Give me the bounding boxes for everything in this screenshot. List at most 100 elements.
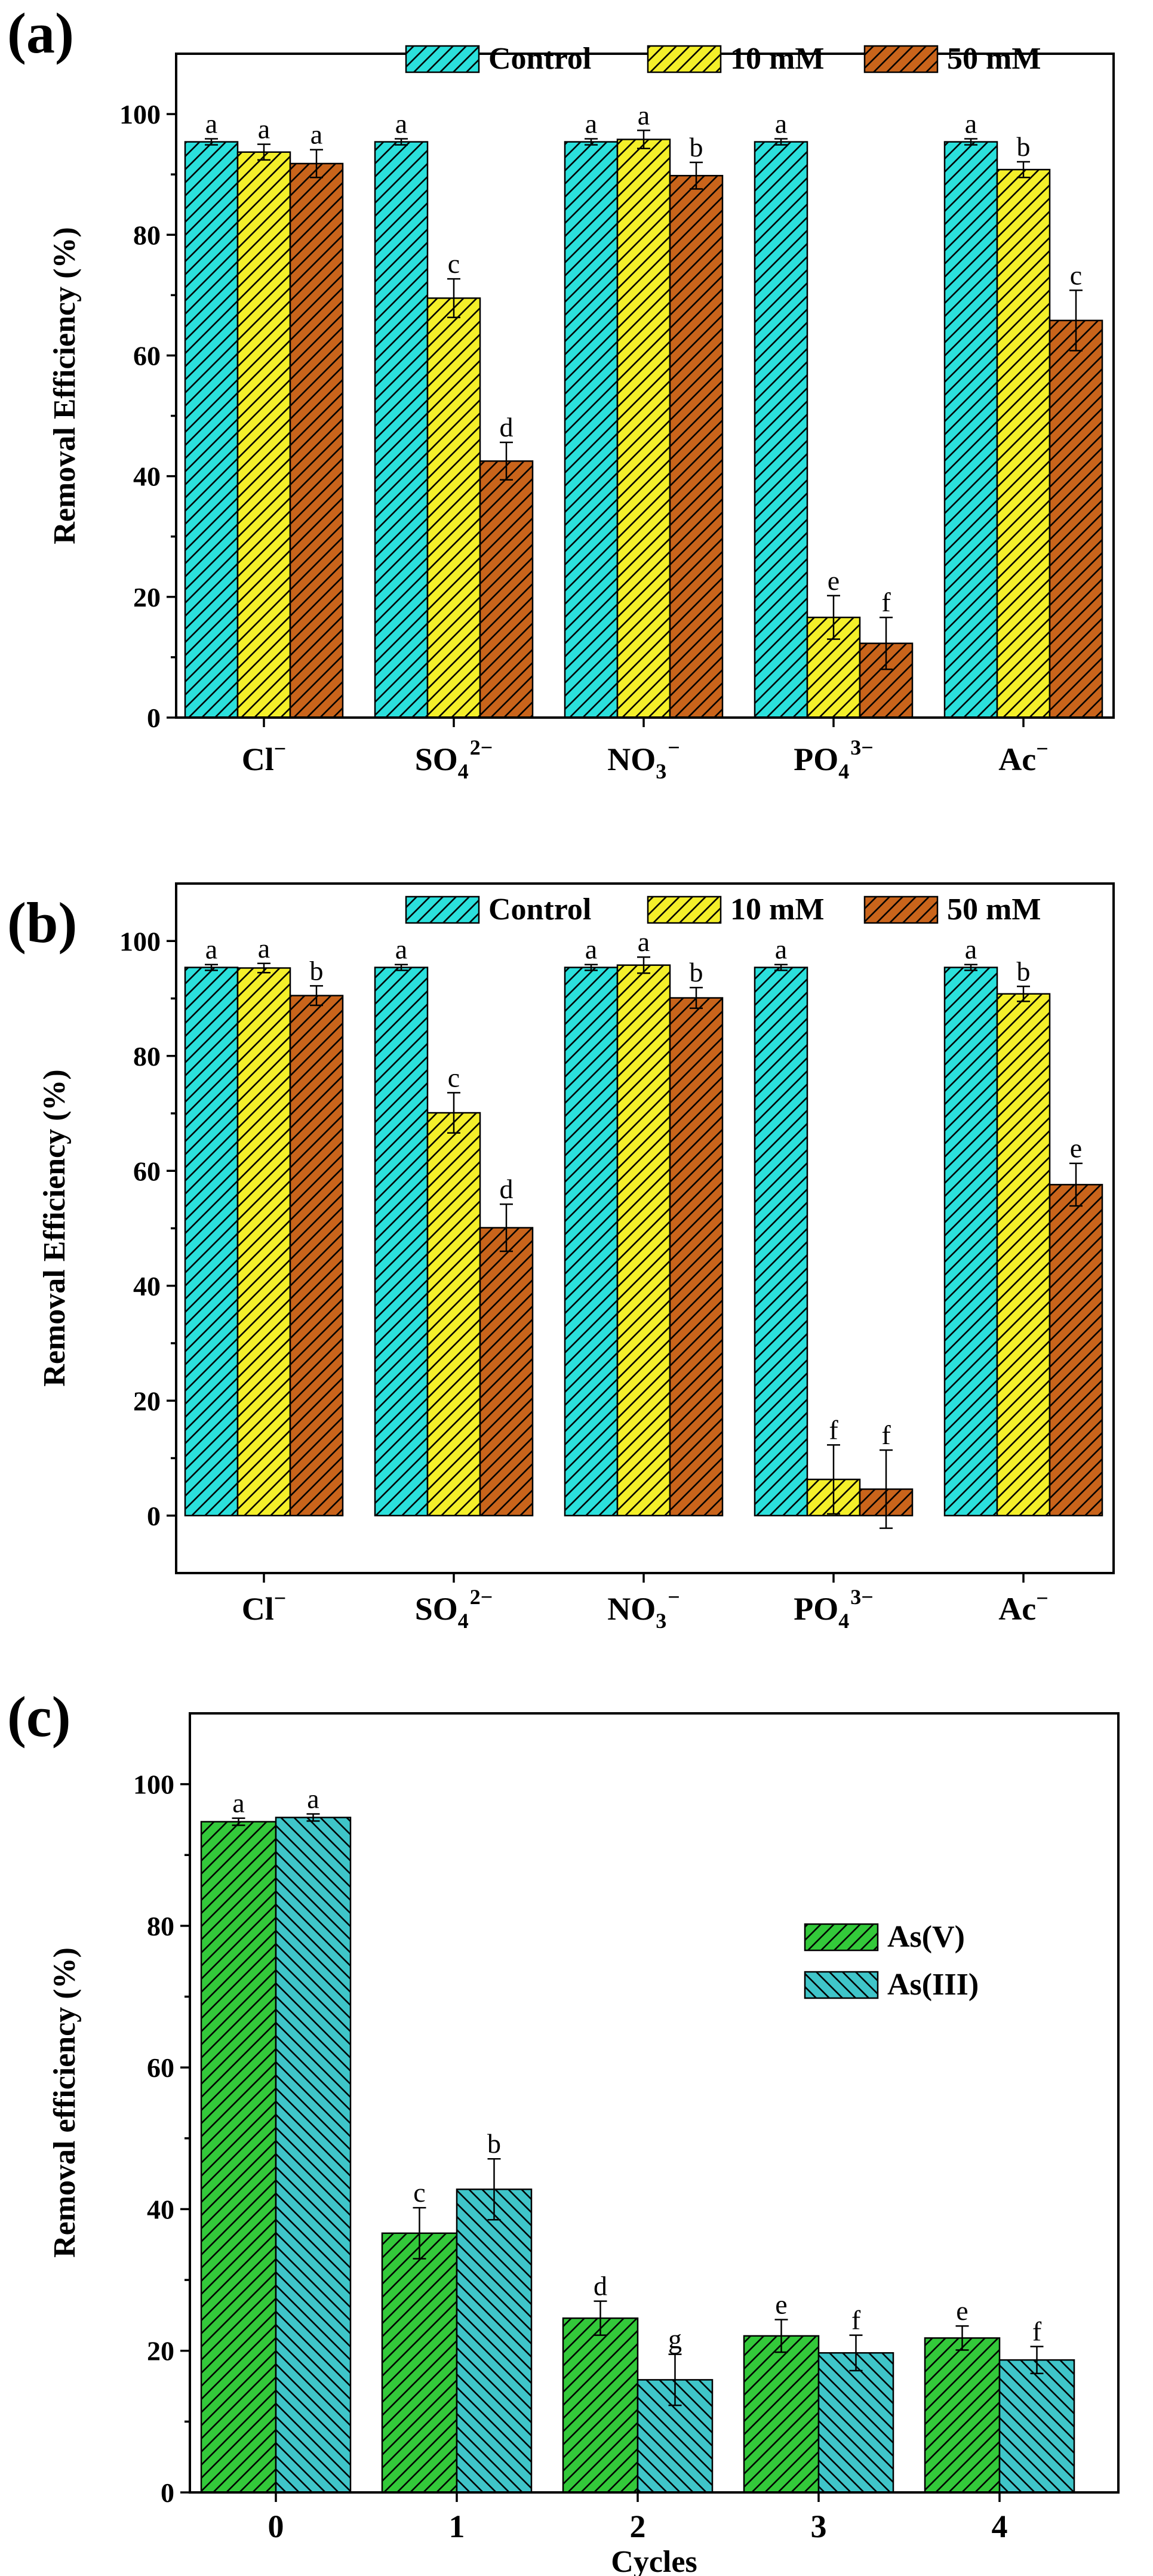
- significance-letter: c: [448, 1062, 460, 1092]
- bar: [426, 1112, 481, 1516]
- significance-letter: a: [585, 109, 597, 139]
- significance-letter: e: [1070, 1133, 1082, 1164]
- bar: [754, 141, 808, 719]
- bar: [479, 1227, 534, 1517]
- significance-letter: e: [775, 2289, 787, 2320]
- bar: [564, 141, 619, 719]
- y-tick-label: 60: [133, 340, 161, 371]
- legend-label: Control: [488, 42, 591, 76]
- bar: [200, 1821, 277, 2494]
- panel-label: (b): [7, 891, 77, 955]
- significance-letter: a: [310, 119, 322, 150]
- significance-letter: b: [487, 2128, 501, 2159]
- significance-letter: a: [775, 934, 787, 965]
- legend-swatch: [804, 1971, 879, 1999]
- legend-swatch: [405, 895, 480, 924]
- y-tick-label: 60: [147, 2052, 174, 2083]
- legend-label: As(V): [887, 1920, 965, 1954]
- category-label: Cl−: [242, 1586, 287, 1627]
- category-label: NO3−: [607, 1585, 680, 1633]
- significance-letter: d: [500, 412, 514, 442]
- bar: [374, 967, 429, 1516]
- y-tick-label: 0: [147, 1501, 161, 1531]
- significance-letter: e: [828, 565, 840, 596]
- bar: [669, 174, 724, 719]
- bar: [1049, 1184, 1103, 1516]
- bar: [924, 2337, 1001, 2494]
- bar: [743, 2335, 820, 2494]
- y-tick-label: 80: [133, 1041, 161, 1072]
- significance-letter: a: [638, 927, 650, 957]
- bar: [996, 168, 1051, 719]
- significance-letter: f: [1032, 2316, 1042, 2347]
- category-label: Ac−: [998, 737, 1048, 777]
- bar: [456, 2188, 533, 2494]
- bar: [236, 967, 291, 1517]
- legend-swatch: [863, 45, 939, 73]
- legend-label: Control: [488, 892, 591, 927]
- y-tick-label: 20: [133, 582, 161, 613]
- y-axis-label: Removal Efficiency (%): [38, 1069, 72, 1386]
- significance-letter: a: [585, 934, 597, 965]
- significance-letter: e: [956, 2295, 968, 2326]
- bar: [817, 2352, 894, 2494]
- bar: [426, 297, 481, 719]
- legend-swatch: [804, 1923, 879, 1952]
- legend-label: 50 mM: [947, 892, 1041, 927]
- significance-letter: c: [413, 2177, 425, 2208]
- bar: [184, 141, 239, 719]
- y-axis-label: Removal Efficiency (%): [48, 227, 82, 544]
- significance-letter: b: [1017, 956, 1031, 986]
- bar: [564, 967, 619, 1516]
- legend-swatch: [647, 45, 722, 73]
- y-tick-label: 0: [161, 2477, 174, 2508]
- bar: [616, 139, 671, 719]
- y-tick-label: 0: [147, 703, 161, 733]
- plot-frame: [175, 53, 1115, 719]
- y-tick-label: 40: [147, 2194, 174, 2224]
- significance-letter: a: [258, 114, 270, 144]
- category-label: PO43−: [794, 1585, 874, 1633]
- y-tick-label: 40: [133, 461, 161, 492]
- bar: [943, 967, 998, 1516]
- bar: [616, 964, 671, 1517]
- significance-letter: a: [965, 934, 977, 965]
- legend-label: 10 mM: [730, 892, 824, 927]
- significance-letter: d: [594, 2271, 607, 2301]
- bar: [289, 162, 344, 719]
- significance-letter: a: [395, 934, 407, 965]
- bar: [562, 2317, 639, 2494]
- chart-panel-a: (a) a a a Cl− a c d SO42− a a b NO3− a e f PO43− a b c Ac− 0 2…: [7, 1, 1115, 783]
- category-label: NO3−: [607, 735, 680, 783]
- bar: [754, 967, 808, 1516]
- bar: [236, 151, 291, 719]
- bar: [998, 2359, 1075, 2494]
- significance-letter: a: [965, 109, 977, 139]
- y-tick-label: 20: [147, 2336, 174, 2366]
- legend-swatch: [647, 895, 722, 924]
- bar: [184, 967, 239, 1516]
- significance-letter: b: [690, 957, 703, 987]
- significance-letter: a: [775, 109, 787, 139]
- bar: [479, 460, 534, 719]
- significance-letter: a: [395, 109, 407, 139]
- x-axis-label: Cycles: [611, 2545, 697, 2576]
- significance-letter: g: [668, 2324, 682, 2355]
- legend-swatch: [863, 895, 939, 924]
- category-label: 1: [449, 2509, 465, 2544]
- bar: [996, 993, 1051, 1517]
- significance-letter: c: [448, 248, 460, 279]
- y-tick-label: 100: [119, 99, 161, 130]
- bar: [669, 997, 724, 1516]
- significance-letter: f: [881, 1420, 891, 1450]
- y-tick-label: 60: [133, 1156, 161, 1186]
- bar: [381, 2232, 458, 2494]
- legend-swatch: [405, 45, 480, 73]
- chart-panel-b: (b) a a b Cl− a c d SO42− a a b NO3− a f f PO43− a b e Ac− 0 2…: [7, 882, 1115, 1633]
- y-tick-label: 80: [133, 220, 161, 250]
- category-label: SO42−: [415, 1585, 493, 1633]
- y-tick-label: 100: [119, 926, 161, 956]
- category-label: Cl−: [242, 737, 287, 777]
